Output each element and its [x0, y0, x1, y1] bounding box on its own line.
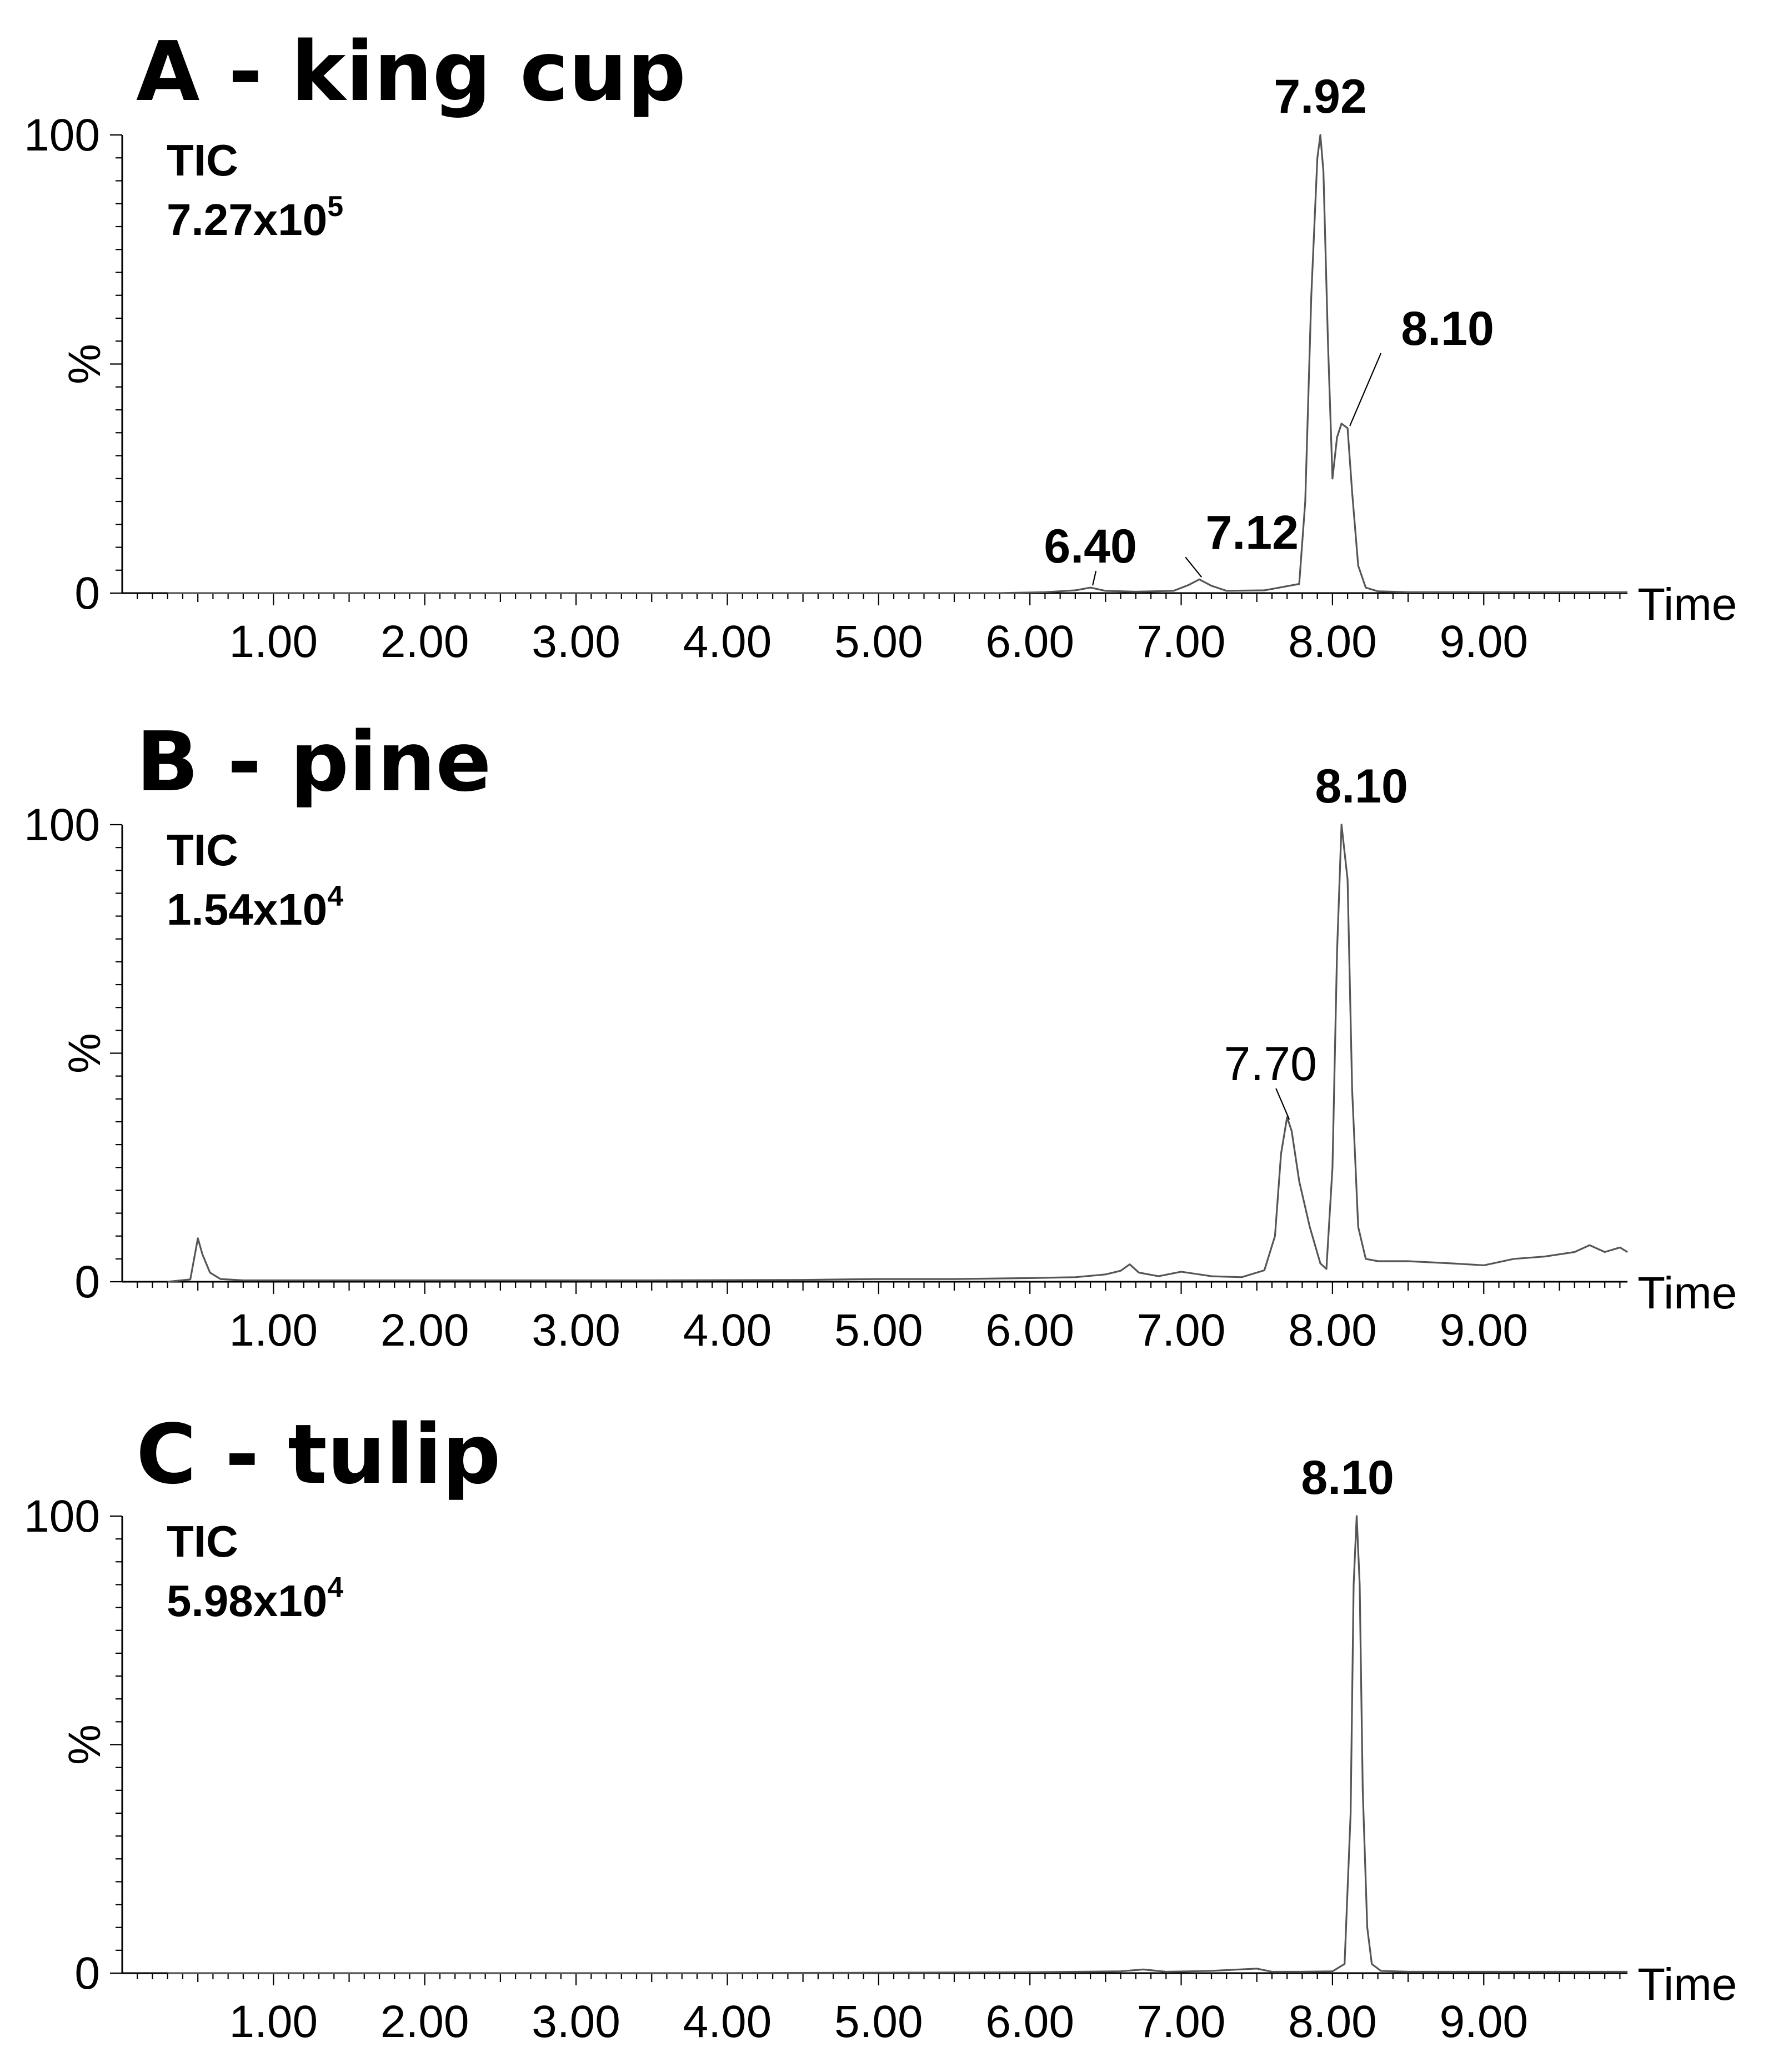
- y-axis-label: %: [59, 344, 110, 384]
- peak-leader-line: [1349, 353, 1382, 427]
- x-tick-label: 7.00: [1137, 1305, 1226, 1356]
- peak-label: 7.70: [1224, 1037, 1316, 1091]
- x-tick-label: 7.00: [1137, 616, 1226, 667]
- peak-leader-line: [1092, 570, 1097, 586]
- x-axis-label: Time: [1637, 579, 1737, 630]
- x-tick-label: 3.00: [532, 1996, 620, 2047]
- y-axis-label: %: [59, 1033, 110, 1073]
- x-tick-label: 5.00: [834, 1996, 923, 2047]
- x-tick-label: 7.00: [1137, 1996, 1226, 2047]
- x-axis-label: Time: [1637, 1959, 1737, 2010]
- y-tick-label: 0: [74, 568, 100, 619]
- peak-label: 6.40: [1044, 520, 1136, 573]
- x-tick-label: 1.00: [229, 616, 318, 667]
- chart-title: B - pine: [136, 714, 492, 810]
- peak-label: 8.10: [1315, 760, 1408, 813]
- peak-label: 8.10: [1301, 1451, 1394, 1504]
- tic-intensity: 5.98x104: [167, 1572, 343, 1626]
- y-tick-label: 0: [74, 1257, 100, 1307]
- chart-panel-b: B - pine 0 100% 1.00 2.00 3.00 4.00 5.00 6.00 7.0…: [24, 714, 1737, 1356]
- x-tick-label: 9.00: [1439, 1305, 1528, 1356]
- tic-label: TIC: [167, 1517, 238, 1566]
- x-tick-label: 6.00: [985, 1996, 1074, 2047]
- x-tick-label: 6.00: [985, 616, 1074, 667]
- x-tick-label: 5.00: [834, 616, 923, 667]
- chart-title: C - tulip: [136, 1407, 501, 1502]
- x-tick-label: 1.00: [229, 1305, 318, 1356]
- y-tick-label: 100: [24, 110, 100, 160]
- x-tick-label: 2.00: [380, 1305, 469, 1356]
- chart-panel-c: C - tulip 0 100% 1.00 2.00 3.00 4.00 5.00 6.00 7.…: [24, 1407, 1737, 2047]
- y-axis-label: %: [59, 1724, 110, 1765]
- x-tick-label: 8.00: [1288, 1305, 1377, 1356]
- x-tick-label: 4.00: [683, 1996, 772, 2047]
- x-tick-label: 3.00: [532, 616, 620, 667]
- peak-leader-line: [1275, 1088, 1290, 1120]
- x-tick-label: 9.00: [1439, 616, 1528, 667]
- x-tick-label: 8.00: [1288, 1996, 1377, 2047]
- y-tick-label: 100: [24, 1491, 100, 1542]
- chromatogram-trace: [167, 1515, 1627, 1974]
- x-tick-label: 5.00: [834, 1305, 923, 1356]
- x-tick-label: 1.00: [229, 1996, 318, 2047]
- chart-title: A - king cup: [136, 24, 686, 119]
- x-tick-label: 4.00: [683, 1305, 772, 1356]
- peak-label: 8.10: [1401, 302, 1494, 355]
- chart-panel-a: A - king cup 0 100% 1.00 2.00 3.00 4.00 5.00 6.0…: [24, 24, 1737, 667]
- x-tick-label: 2.00: [380, 616, 469, 667]
- peak-leader-line: [1185, 556, 1203, 578]
- peak-label: 7.12: [1206, 506, 1299, 559]
- chromatogram-trace: [167, 824, 1628, 1283]
- x-tick-label: 4.00: [683, 616, 772, 667]
- x-axis-label: Time: [1637, 1268, 1737, 1318]
- tic-label: TIC: [167, 825, 238, 875]
- x-tick-label: 8.00: [1288, 616, 1377, 667]
- x-tick-label: 2.00: [380, 1996, 469, 2047]
- peak-label: 7.92: [1274, 70, 1366, 123]
- y-tick-label: 0: [74, 1948, 100, 1999]
- chromatogram-trace: [167, 134, 1627, 594]
- tic-intensity: 7.27x105: [167, 190, 343, 244]
- tic-intensity: 1.54x104: [167, 880, 343, 934]
- y-tick-label: 100: [24, 800, 100, 850]
- x-tick-label: 9.00: [1439, 1996, 1528, 2047]
- x-tick-label: 3.00: [532, 1305, 620, 1356]
- x-tick-label: 6.00: [985, 1305, 1074, 1356]
- tic-label: TIC: [167, 136, 238, 185]
